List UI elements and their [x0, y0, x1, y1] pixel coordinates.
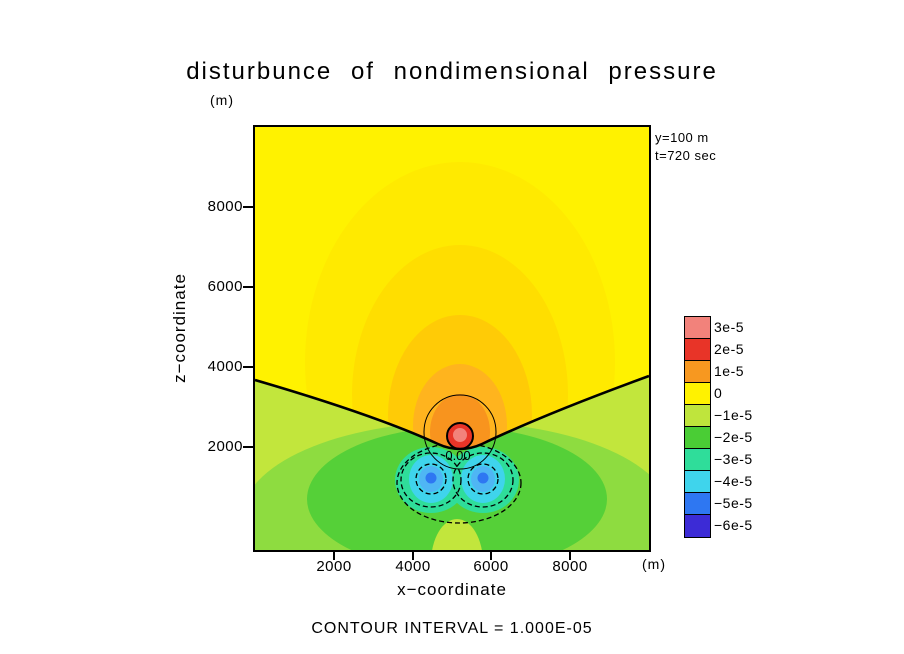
zero-contour-label: 0.00 [445, 448, 470, 463]
negative-contour [415, 463, 447, 495]
x-tick-mark [569, 552, 571, 560]
x-tick-label: 6000 [473, 558, 509, 575]
contour-interval-note: CONTOUR INTERVAL = 1.000E-05 [311, 620, 593, 637]
positive-contour [423, 394, 497, 470]
x-tick-label: 2000 [316, 558, 352, 575]
y-tick-label: 8000 [207, 198, 243, 215]
y-tick-label: 6000 [207, 278, 243, 295]
colorbar-label: −6e-5 [714, 517, 753, 533]
colorbar-label: 1e-5 [714, 363, 745, 379]
y-tick-mark [243, 366, 253, 368]
negative-contour [400, 452, 462, 508]
colorbar-label: 0 [714, 385, 723, 401]
x-axis-unit-label: (m) [642, 556, 666, 572]
colorbar-label: 3e-5 [714, 319, 745, 335]
x-axis-title: x−coordinate [397, 580, 507, 599]
colorbar-cell [685, 383, 710, 405]
colorbar-cell [685, 449, 710, 471]
colorbar-label: 2e-5 [714, 341, 745, 357]
colorbar-cell [685, 339, 710, 361]
x-tick-mark [412, 552, 414, 560]
y-tick-mark [243, 286, 253, 288]
chart-title: disturbunce of nondimensional pressure [186, 58, 718, 85]
negative-contour [452, 452, 514, 508]
colorbar-cell [685, 317, 710, 339]
zero-contour-line [255, 374, 649, 451]
colorbar-cell [685, 405, 710, 427]
colorbar-cell [685, 471, 710, 493]
y-axis-unit-label: (m) [210, 92, 234, 108]
pressure-field: 0.00 [255, 127, 649, 550]
colorbar-cell [685, 427, 710, 449]
colorbar-label: −3e-5 [714, 451, 753, 467]
negative-contour [467, 463, 499, 495]
x-tick-mark [490, 552, 492, 560]
colorbar-label: −1e-5 [714, 407, 753, 423]
y-tick-label: 4000 [207, 358, 243, 375]
colorbar-label: −5e-5 [714, 495, 753, 511]
x-tick-label: 4000 [395, 558, 431, 575]
plot-area: 0.00 [253, 125, 651, 552]
y-tick-mark [243, 206, 253, 208]
y-tick-label: 2000 [207, 438, 243, 455]
time-annotation: t=720 sec [655, 148, 717, 163]
y-axis-title: z−coordinate [170, 273, 189, 383]
x-tick-mark [333, 552, 335, 560]
negative-region [255, 376, 649, 550]
slice-annotation: y=100 m [655, 130, 709, 145]
colorbar-label: −2e-5 [714, 429, 753, 445]
colorbar [684, 316, 711, 538]
y-tick-mark [243, 446, 253, 448]
colorbar-label: −4e-5 [714, 473, 753, 489]
colorbar-cell [685, 493, 710, 515]
colorbar-cell [685, 515, 710, 537]
positive-core-center [453, 428, 467, 442]
colorbar-cell [685, 361, 710, 383]
x-tick-label: 8000 [552, 558, 588, 575]
